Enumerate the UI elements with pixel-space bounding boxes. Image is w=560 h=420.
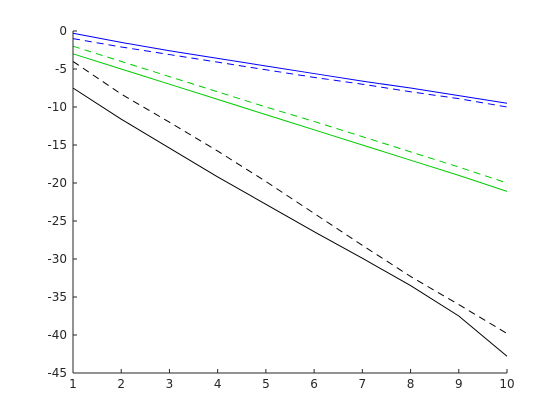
y-tick-label: -20 [47,176,67,190]
series-layer [72,32,508,357]
x-tick-label: 6 [310,377,318,391]
x-tick-label: 10 [499,377,514,391]
x-tick-label: 7 [359,377,367,391]
y-tick-label: -30 [47,252,67,266]
y-tick-label: -40 [47,328,67,342]
series-line-1 [72,32,508,104]
x-tick-label: 9 [455,377,463,391]
series-line-3 [72,53,508,192]
x-tick-label: 4 [214,377,222,391]
series-line-2 [72,38,508,108]
x-tick-label: 8 [407,377,415,391]
y-tick-label: -25 [47,214,67,228]
x-tick-label: 3 [166,377,174,391]
y-tick-label: -35 [47,290,67,304]
x-tick-label: 5 [262,377,270,391]
y-tick-label: 0 [59,24,67,38]
y-tick-label: -45 [47,366,67,380]
x-tick-label: 1 [69,377,77,391]
y-tick-label: -15 [47,138,67,152]
y-tick-label: -10 [47,100,67,114]
y-tick-label: -5 [55,62,67,76]
axes-layer: 1 2 3 4 5 6 7 8 9 10 0 -5 -10 -15 -20 -25 -30 -35 -40 -45 [47,24,514,391]
x-tick-label: 2 [117,377,125,391]
series-line-4 [72,45,508,184]
series-line-6 [72,60,508,334]
series-line-5 [72,87,508,357]
